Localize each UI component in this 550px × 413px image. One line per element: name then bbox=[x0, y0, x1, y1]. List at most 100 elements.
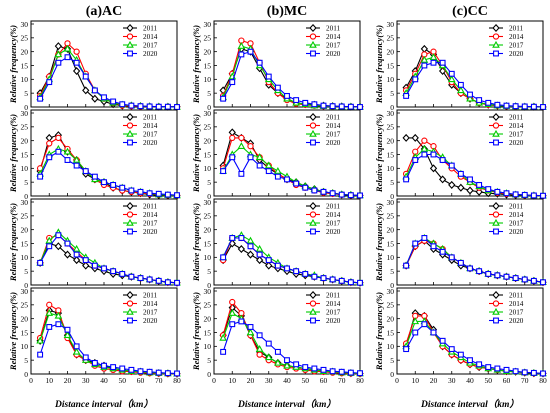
data-point-2020 bbox=[55, 232, 62, 239]
data-point-2014 bbox=[229, 298, 236, 306]
legend-label-2014: 2014 bbox=[509, 300, 524, 308]
data-point-2011 bbox=[475, 187, 483, 196]
y-tick-label: 0 bbox=[207, 281, 211, 290]
legend-marker-2017 bbox=[492, 129, 500, 137]
data-point-2020 bbox=[238, 51, 245, 58]
y-tick-label: 20 bbox=[204, 314, 212, 323]
data-point-2020 bbox=[119, 184, 126, 191]
data-point-2020 bbox=[265, 168, 272, 175]
legend-marker-2020 bbox=[127, 139, 133, 146]
y-tick-label: 0 bbox=[390, 103, 394, 112]
y-tick-label: 25 bbox=[387, 34, 395, 43]
data-point-2020 bbox=[174, 370, 180, 377]
data-point-2020 bbox=[82, 168, 89, 175]
y-tick-label: 20 bbox=[387, 314, 395, 323]
data-point-2017 bbox=[420, 144, 429, 152]
data-point-2017 bbox=[466, 94, 474, 102]
y-tick-label: 15 bbox=[387, 239, 395, 248]
data-point-2011 bbox=[54, 242, 63, 251]
y-tick-label: 15 bbox=[21, 150, 29, 159]
data-point-2020 bbox=[73, 251, 80, 258]
series-line-2017 bbox=[39, 312, 178, 375]
y-tick-label: 10 bbox=[21, 253, 29, 262]
data-point-2017 bbox=[457, 86, 465, 94]
series-2020 bbox=[403, 235, 546, 286]
y-tick-label: 25 bbox=[204, 212, 212, 221]
legend-marker-2011 bbox=[126, 290, 134, 300]
data-point-2020 bbox=[320, 366, 327, 373]
x-tick-label: 40 bbox=[466, 376, 474, 385]
legend-marker-2020 bbox=[127, 317, 133, 324]
data-point-2017 bbox=[255, 244, 264, 252]
y-tick-label: 0 bbox=[24, 370, 28, 379]
data-point-2020 bbox=[476, 97, 483, 104]
data-point-2020 bbox=[146, 276, 153, 283]
y-tick-label: 0 bbox=[390, 370, 394, 379]
panel-ac-4: 0 5 10 15 20 25 30 0 10 20 30 40 50 60 70 80 Relative fr… bbox=[8, 287, 181, 385]
data-point-2020 bbox=[55, 59, 62, 66]
data-point-2020 bbox=[137, 275, 144, 282]
legend-marker-2011 bbox=[309, 112, 317, 122]
series-line-2020 bbox=[39, 151, 178, 196]
data-point-2017 bbox=[54, 50, 63, 58]
series-line-2017 bbox=[222, 234, 361, 284]
data-point-2020 bbox=[164, 370, 171, 377]
data-point-2017 bbox=[246, 236, 255, 244]
series-line-2020 bbox=[222, 156, 361, 196]
data-point-2020 bbox=[503, 366, 510, 373]
data-point-2020 bbox=[494, 272, 501, 279]
series-line-2020 bbox=[405, 323, 544, 374]
data-point-2011 bbox=[246, 250, 255, 259]
y-tick-label: 10 bbox=[21, 75, 29, 84]
data-point-2020 bbox=[467, 91, 473, 98]
series-2011 bbox=[402, 133, 547, 200]
data-point-2020 bbox=[530, 277, 537, 284]
data-point-2020 bbox=[46, 79, 53, 86]
data-point-2020 bbox=[293, 268, 300, 275]
legend-marker-2011 bbox=[492, 290, 500, 300]
data-point-2011 bbox=[429, 164, 438, 173]
legend-marker-2020 bbox=[493, 50, 499, 57]
legend-label-2011: 2011 bbox=[326, 114, 341, 122]
legend-label-2017: 2017 bbox=[143, 220, 158, 228]
series-2011 bbox=[36, 131, 181, 200]
legend-label-2011: 2011 bbox=[326, 25, 341, 33]
data-point-2020 bbox=[512, 103, 519, 110]
y-tick-label: 20 bbox=[204, 225, 212, 234]
legend-label-2020: 2020 bbox=[143, 317, 158, 325]
y-tick-label: 5 bbox=[207, 89, 211, 98]
data-point-2020 bbox=[530, 369, 537, 376]
data-point-2020 bbox=[403, 346, 410, 353]
data-point-2011 bbox=[255, 256, 264, 265]
series-2020 bbox=[37, 54, 180, 110]
panel-cc-4: 0 5 10 15 20 25 30 0 10 20 30 40 50 60 70 80 Relative fr… bbox=[374, 287, 547, 385]
legend-marker-2011 bbox=[126, 201, 134, 211]
x-axis-label-ac: Distance interval（km） bbox=[54, 398, 153, 410]
series-line-2020 bbox=[405, 237, 544, 283]
series-line-2017 bbox=[405, 237, 544, 283]
data-point-2020 bbox=[503, 273, 510, 280]
legend-label-2017: 2017 bbox=[326, 42, 341, 50]
y-tick-label: 20 bbox=[21, 47, 29, 56]
data-point-2020 bbox=[357, 370, 363, 377]
data-point-2020 bbox=[302, 99, 309, 106]
data-point-2020 bbox=[403, 262, 410, 269]
x-tick-label: 20 bbox=[247, 376, 255, 385]
data-point-2020 bbox=[467, 265, 473, 272]
data-point-2017 bbox=[264, 353, 273, 361]
y-tick-label: 10 bbox=[21, 342, 29, 351]
legend-marker-2014 bbox=[309, 300, 317, 307]
legend-label-2014: 2014 bbox=[326, 33, 341, 41]
y-axis-label: Relative frequency(%) bbox=[191, 203, 201, 282]
y-tick-label: 5 bbox=[207, 356, 211, 365]
data-point-2020 bbox=[485, 270, 492, 277]
legend-label-2017: 2017 bbox=[509, 42, 524, 50]
y-tick-label: 20 bbox=[387, 47, 395, 56]
series-line-2014 bbox=[39, 234, 178, 284]
series-2020 bbox=[220, 48, 363, 110]
